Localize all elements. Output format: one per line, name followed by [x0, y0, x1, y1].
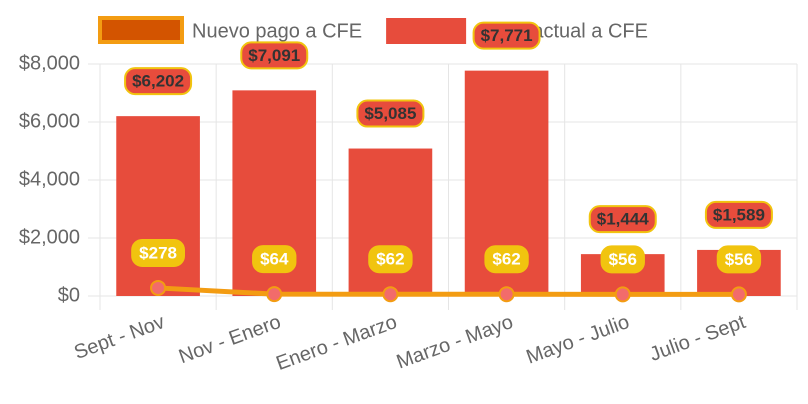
bar [116, 116, 200, 296]
x-tick-label: Enero - Marzo [273, 311, 400, 375]
data-label-box [484, 245, 529, 274]
legend-swatch [386, 18, 467, 44]
y-tick-label: $6,000 [19, 110, 80, 132]
data-label: $62 [492, 250, 520, 269]
x-tick-label: Mayo - Julio [523, 311, 632, 369]
data-label-box [704, 200, 773, 229]
data-label: $6,202 [132, 72, 184, 91]
data-label-box [588, 205, 657, 234]
data-label-box [131, 238, 185, 267]
legend-label: Nuevo pago a CFE [192, 20, 362, 42]
y-tick-label: $0 [58, 284, 80, 306]
data-label: $7,771 [481, 26, 533, 45]
y-tick-label: $4,000 [19, 168, 80, 190]
data-label-box [240, 41, 309, 70]
line [157, 285, 739, 297]
data-label-box [716, 245, 762, 274]
legend-swatch [98, 16, 184, 44]
data-label-box [368, 245, 413, 274]
x-tick-label: Marzo - Mayo [394, 311, 516, 373]
data-label-box [472, 21, 541, 50]
data-label: $7,091 [248, 46, 300, 65]
data-label: $1,589 [713, 205, 765, 224]
data-label: $278 [139, 243, 177, 262]
y-tick-label: $2,000 [19, 226, 80, 248]
line-point [382, 286, 399, 303]
data-label: $1,444 [597, 210, 650, 229]
x-tick-label: Nov - Enero [176, 311, 284, 368]
line-point [266, 286, 283, 303]
line-point [498, 286, 515, 303]
data-label-box [252, 245, 297, 274]
bar [348, 148, 433, 296]
line-point [614, 286, 631, 303]
data-label: $56 [609, 250, 637, 269]
x-tick-label: Sept - Nov [71, 311, 167, 364]
data-label: $64 [260, 250, 289, 269]
data-label-box [356, 99, 425, 128]
data-label-box [124, 67, 193, 96]
data-label: $56 [725, 250, 753, 269]
line-point [730, 286, 747, 303]
y-tick-label: $8,000 [19, 52, 80, 74]
x-tick-label: Julio - Sept [647, 311, 749, 366]
data-label-box [600, 245, 645, 274]
line-point [150, 279, 167, 296]
data-label: $5,085 [364, 104, 416, 123]
data-label: $62 [376, 250, 404, 269]
